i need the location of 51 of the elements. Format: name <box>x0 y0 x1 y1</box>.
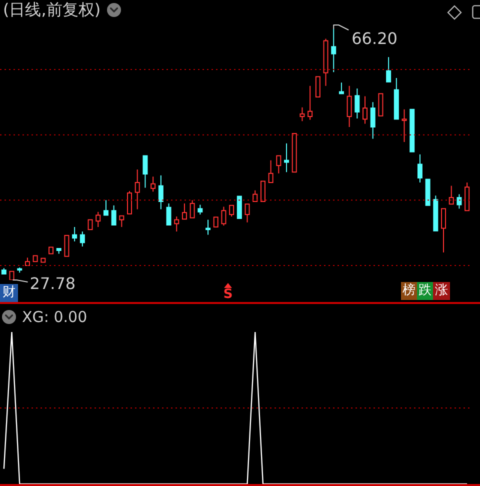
chart-title: XG: 0.00 <box>22 308 88 326</box>
candlestick <box>244 204 250 223</box>
candlestick <box>402 108 407 143</box>
candlestick <box>182 202 187 220</box>
candlestick <box>378 93 384 116</box>
annotation: 27.78 <box>30 274 76 293</box>
candlestick <box>331 29 336 73</box>
candlestick <box>386 56 392 82</box>
candlestick <box>362 96 368 124</box>
candlestick <box>80 231 85 248</box>
candlestick <box>174 216 180 232</box>
candlestick <box>300 106 305 122</box>
candlestick <box>448 185 454 205</box>
candlestick <box>32 255 38 262</box>
candlestick <box>370 102 376 140</box>
candlestick <box>40 258 46 263</box>
candlestick <box>96 211 101 228</box>
candlestick <box>394 78 399 120</box>
candlestick <box>142 155 148 188</box>
candlestick <box>338 82 344 94</box>
candlestick <box>9 270 14 280</box>
candlestick <box>441 208 446 253</box>
candlestick <box>88 219 93 230</box>
text: S <box>222 287 234 302</box>
candlestick <box>346 85 352 128</box>
candlestick <box>315 76 320 98</box>
candlestick <box>119 215 124 228</box>
candlestick <box>150 176 156 192</box>
candlestick <box>410 108 415 152</box>
candlestick <box>158 174 164 210</box>
candlestick <box>134 168 140 210</box>
annotation: 66.20 <box>352 29 398 48</box>
candlestick <box>260 180 266 202</box>
candlestick <box>276 155 282 174</box>
candlestick <box>292 133 297 173</box>
candlestick <box>268 160 274 184</box>
chart-title: (日线,前复权) <box>3 0 101 19</box>
candlestick <box>206 219 211 236</box>
candlestick <box>284 142 290 173</box>
candlestick <box>190 200 195 218</box>
candlestick <box>417 154 422 184</box>
candlestick <box>103 200 108 216</box>
candlestick <box>323 38 328 86</box>
candlestick <box>213 216 218 228</box>
candlestick <box>425 178 430 206</box>
candlestick <box>236 196 242 219</box>
candlestick <box>72 226 78 242</box>
candlestick <box>64 234 70 257</box>
candlestick <box>308 85 313 120</box>
candlestick <box>354 88 360 120</box>
candlestick <box>48 246 54 254</box>
